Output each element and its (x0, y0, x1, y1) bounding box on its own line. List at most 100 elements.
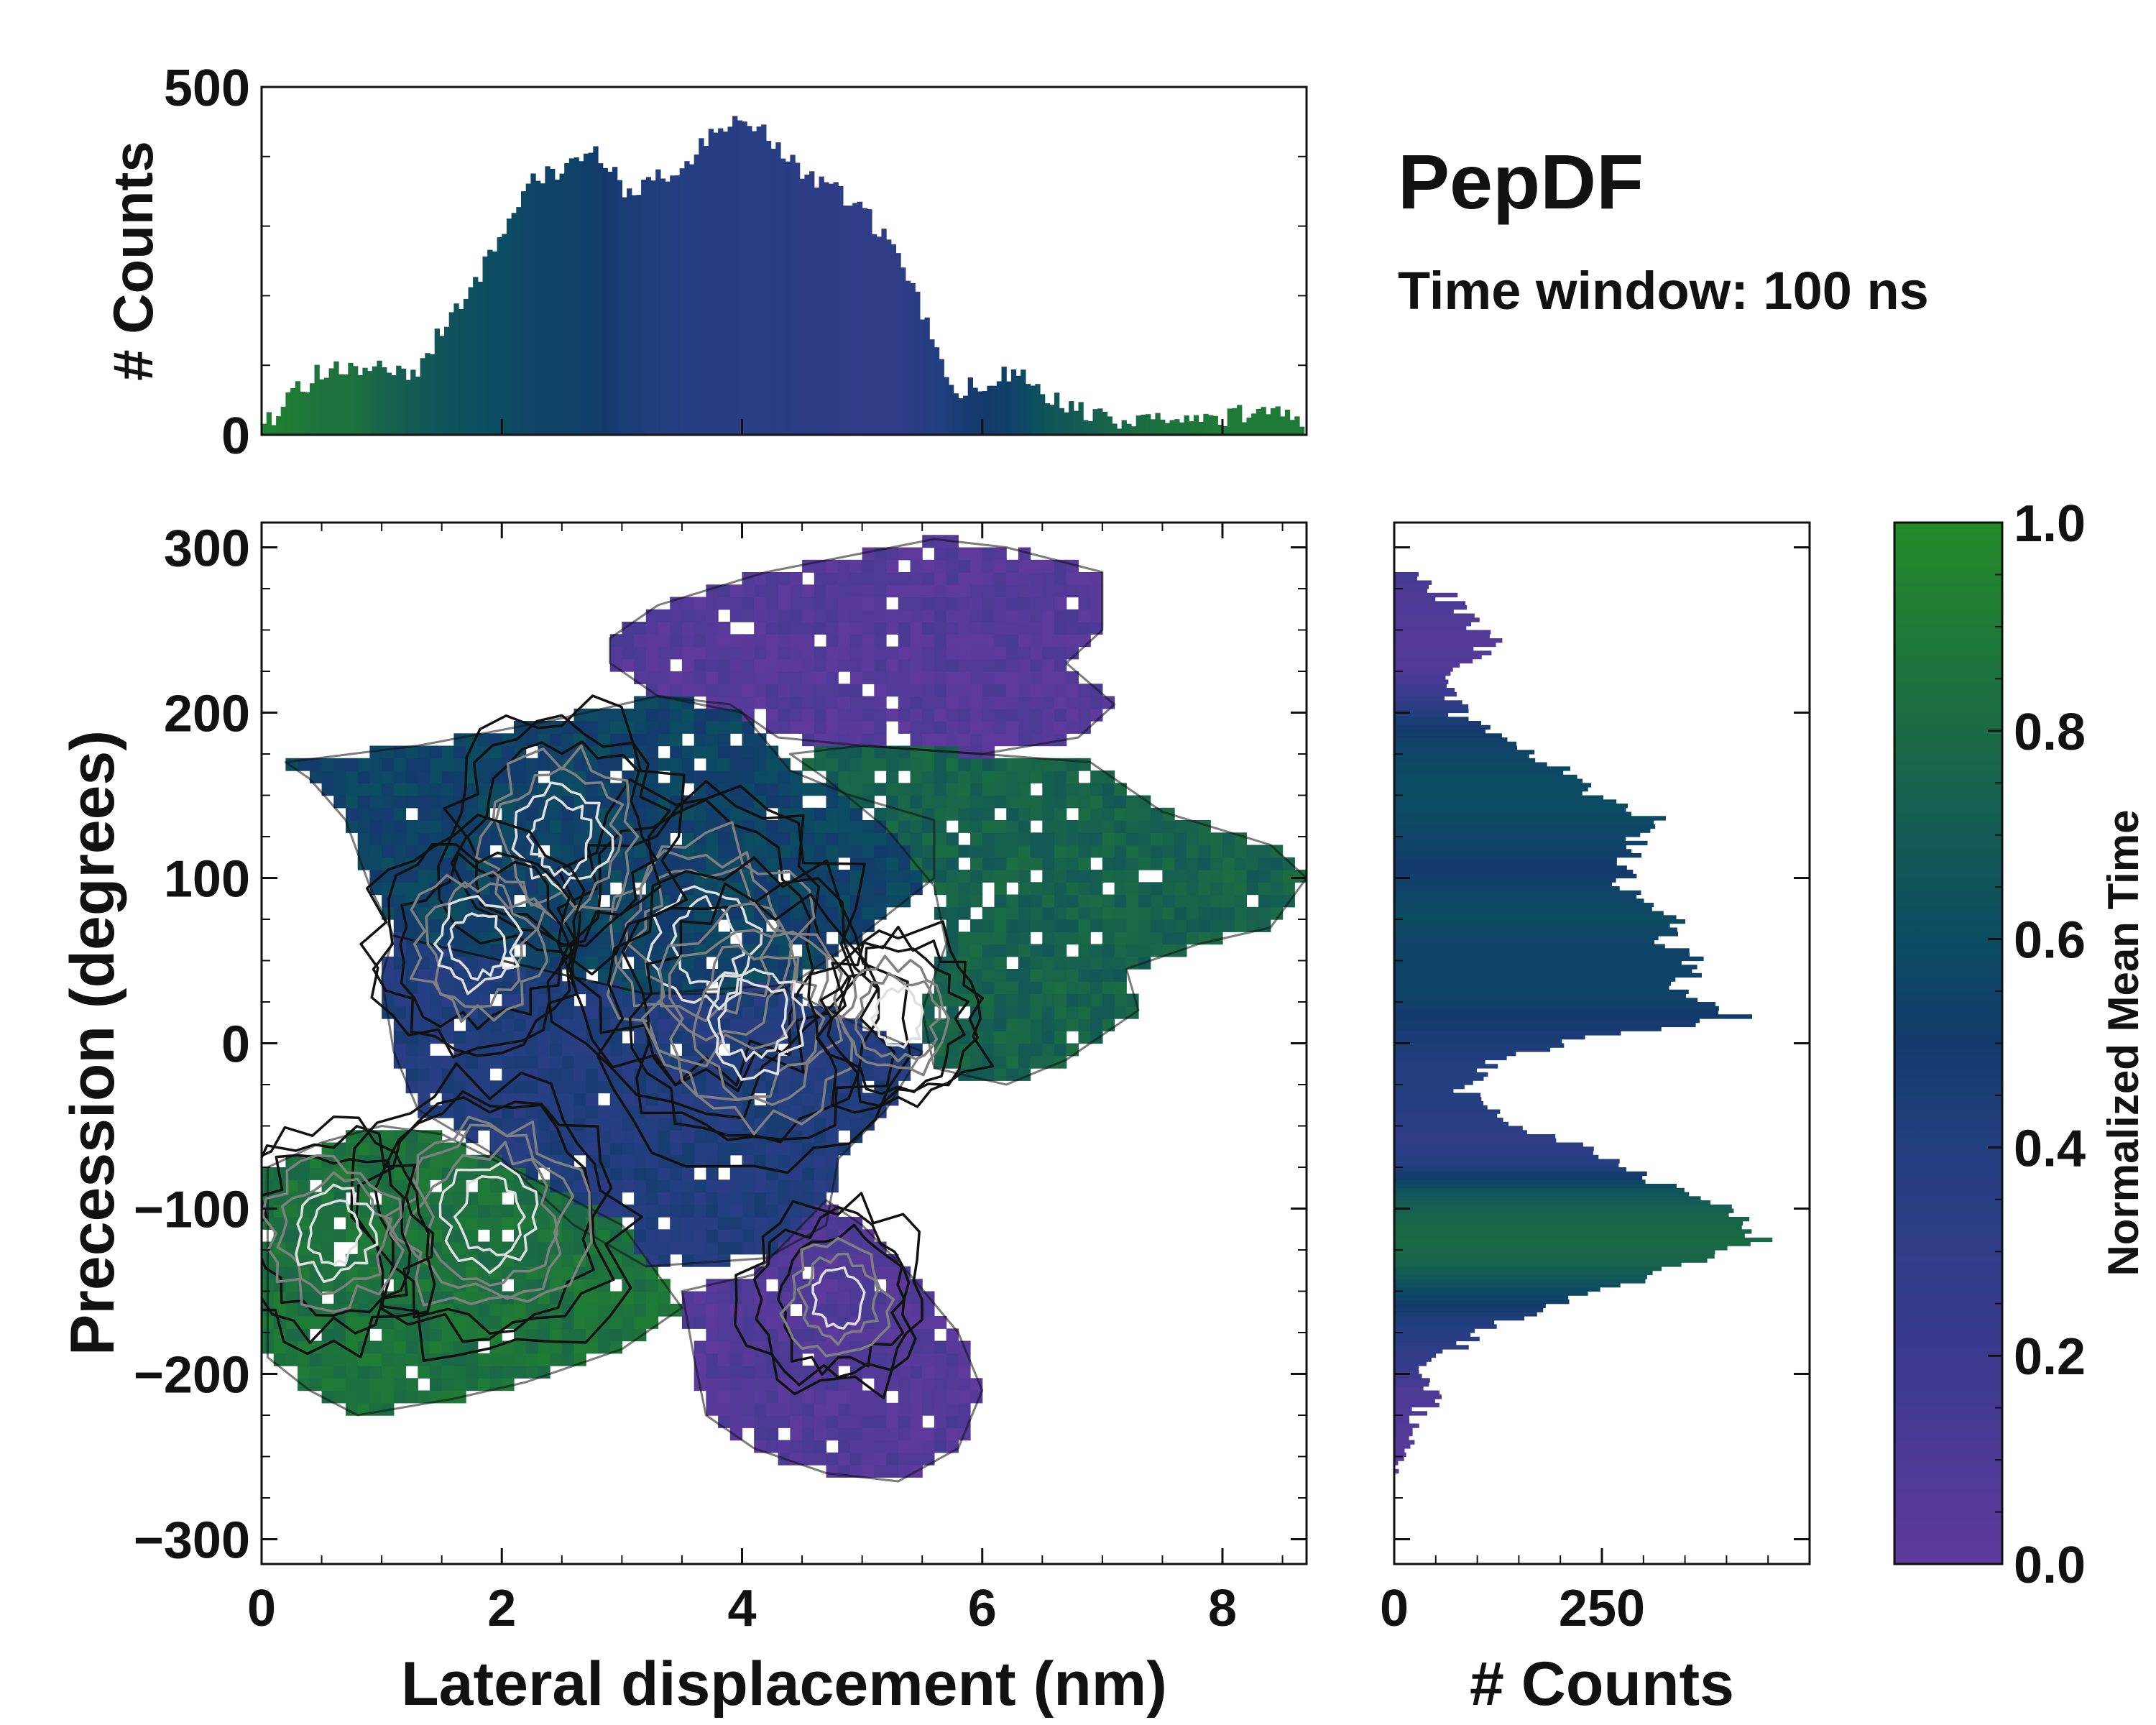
heatmap-cell (634, 1192, 647, 1205)
heatmap-cell (922, 857, 935, 870)
right-histogram-bar (1394, 969, 1692, 974)
heatmap-cell (586, 1105, 599, 1118)
heatmap-cell (1270, 882, 1284, 896)
heatmap-cell (886, 882, 899, 896)
heatmap-cell (790, 1204, 803, 1218)
top-histogram-bar (463, 298, 469, 435)
right-histogram-bar (1394, 1407, 1412, 1412)
heatmap-cell (886, 622, 899, 635)
heatmap-cell (538, 1328, 550, 1342)
heatmap-cell (346, 1390, 359, 1404)
heatmap-cell (1054, 932, 1067, 945)
heatmap-cell (1066, 646, 1079, 660)
heatmap-cell (729, 1217, 743, 1230)
colorbar-tick-label: 1.0 (2014, 495, 2086, 553)
heatmap-cell (561, 1080, 575, 1094)
top-histogram-bar (814, 187, 820, 435)
heatmap-cell (742, 1154, 755, 1168)
heatmap-cell (681, 857, 695, 870)
heatmap-cell (886, 646, 899, 660)
right-histogram-bar (1394, 1088, 1454, 1094)
heatmap-cell (430, 820, 443, 833)
heatmap-cell (1006, 696, 1019, 709)
right-histogram-bar (1394, 795, 1603, 800)
heatmap-cell (802, 1390, 815, 1404)
right-histogram-bar (1394, 1303, 1546, 1309)
heatmap-cell (849, 870, 863, 883)
heatmap-cell (466, 1018, 479, 1031)
heatmap-cell (946, 870, 959, 883)
heatmap-cell (802, 832, 815, 846)
heatmap-cell (622, 1328, 635, 1342)
heatmap-cell (886, 559, 899, 573)
heatmap-cell (1102, 894, 1115, 908)
top-histogram-bar (838, 185, 844, 435)
heatmap-cell (658, 1118, 671, 1131)
heatmap-cell (694, 1080, 706, 1094)
heatmap-cell (934, 622, 947, 635)
heatmap-cell (1018, 906, 1031, 920)
heatmap-cell (729, 721, 743, 734)
heatmap-cell (718, 758, 731, 771)
heatmap-cell (1234, 857, 1247, 870)
heatmap-cell (922, 733, 935, 747)
heatmap-cell (1006, 845, 1019, 858)
heatmap-cell (598, 1105, 611, 1118)
heatmap-cell (670, 609, 683, 622)
heatmap-cell (1018, 807, 1031, 821)
heatmap-cell (598, 795, 611, 809)
heatmap-cell (1090, 919, 1103, 932)
contour-line (706, 967, 806, 1081)
heatmap-cell (946, 1328, 959, 1342)
right-histogram-bar (1394, 650, 1492, 656)
heatmap-cell (1018, 733, 1031, 747)
heatmap-cell (862, 696, 875, 709)
heatmap-cell (922, 783, 935, 796)
heatmap-cell (309, 1229, 323, 1243)
heatmap-cell (754, 696, 767, 709)
top-histogram-bar (506, 218, 512, 435)
heatmap-cell (934, 820, 947, 833)
heatmap-cell (1066, 584, 1079, 598)
heatmap-cell (982, 857, 995, 870)
heatmap-cell (550, 1068, 563, 1081)
heatmap-cell (802, 1427, 815, 1441)
heatmap-cell (934, 572, 947, 585)
heatmap-cell (309, 770, 323, 783)
heatmap-cell (994, 547, 1007, 561)
heatmap-cell (970, 1055, 983, 1069)
top-histogram-bar (367, 371, 373, 435)
heatmap-cell (453, 1105, 466, 1118)
heatmap-cell (441, 1204, 454, 1218)
heatmap-cell (1246, 845, 1259, 858)
right-histogram-bar (1394, 865, 1627, 870)
heatmap-cell (538, 1043, 550, 1057)
top-histogram-bar (525, 183, 531, 435)
heatmap-cell (609, 1167, 622, 1180)
top-histogram-bar (660, 178, 666, 435)
heatmap-cell (670, 622, 683, 635)
heatmap-cell (910, 758, 923, 771)
heatmap-cell (754, 1154, 767, 1168)
heatmap-cell (609, 1130, 622, 1144)
top-histogram-bar (799, 178, 805, 435)
heatmap-cell (453, 1031, 466, 1044)
right-histogram-bar (1394, 1328, 1475, 1333)
heatmap-cell (634, 1279, 647, 1292)
heatmap-cell (321, 770, 334, 783)
heatmap-cell (658, 795, 671, 809)
heatmap-cell (502, 1266, 515, 1279)
heatmap-cell (514, 1055, 527, 1069)
heatmap-cell (1006, 1018, 1019, 1031)
heatmap-cell (994, 1018, 1007, 1031)
heatmap-cell (453, 745, 466, 759)
heatmap-cell (1078, 956, 1091, 970)
heatmap-cell (934, 1440, 947, 1453)
heatmap-cell (453, 1366, 466, 1379)
heatmap-cell (718, 1229, 731, 1243)
heatmap-cell (586, 1316, 599, 1329)
heatmap-cell (849, 597, 863, 610)
heatmap-cell (586, 1192, 599, 1205)
heatmap-cell (765, 1142, 779, 1156)
heatmap-cell (729, 1402, 743, 1416)
